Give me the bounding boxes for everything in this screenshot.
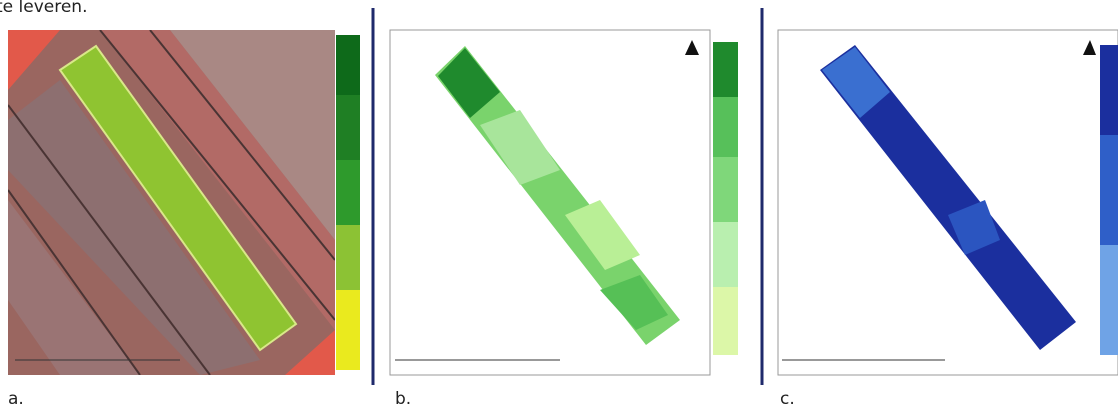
figure: te leveren. xyxy=(0,0,1118,414)
panel-label: b. xyxy=(395,389,411,409)
header-text: te leveren. xyxy=(0,0,87,17)
panel-label: c. xyxy=(780,389,795,409)
panel-label: a. xyxy=(8,389,24,409)
panel-b xyxy=(390,30,738,375)
panel-c xyxy=(778,30,1118,375)
panel-a xyxy=(8,30,360,375)
